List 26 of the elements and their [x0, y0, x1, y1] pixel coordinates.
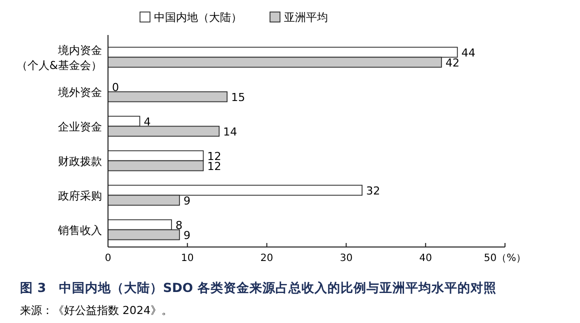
text: 图 3 中国内地（大陆）SDO 各类资金来源占总收入的比例与亚洲平均水平的对照 [20, 280, 496, 295]
data-label: 42 [445, 56, 460, 70]
x-tick-label: 20 [260, 253, 274, 264]
x-tick-label: 40 [419, 253, 432, 264]
legend-label: 中国内地（大陆） [154, 11, 242, 24]
x-tick-label: 0 [104, 253, 112, 264]
y-tick-label: 财政拨款 [58, 154, 102, 168]
data-label: 9 [183, 194, 190, 208]
data-label: 9 [183, 228, 190, 242]
data-label: 32 [366, 184, 380, 198]
x-tick-label: 50（%） [484, 253, 526, 264]
y-tick-label: 境内资金（个人&基金会） [16, 44, 102, 72]
data-label: 44 [461, 46, 476, 60]
data-label: 0 [112, 80, 119, 94]
x-tick-label: 10 [181, 253, 194, 264]
data-label: 4 [144, 115, 151, 128]
y-tick-label: 政府采购 [58, 189, 102, 202]
legend-label: 亚洲平均 [284, 11, 328, 24]
data-label: 8 [176, 218, 183, 232]
source-note: 来源：《好公益指数 2024》。 [20, 304, 172, 317]
data-label: 15 [231, 90, 246, 104]
y-tick-label: 销售收入 [57, 224, 102, 237]
x-tick-label: 30 [340, 253, 353, 264]
data-label: 14 [223, 125, 238, 138]
y-tick-label: 企业资金 [58, 120, 102, 134]
y-tick-label: 境外资金 [57, 86, 102, 99]
